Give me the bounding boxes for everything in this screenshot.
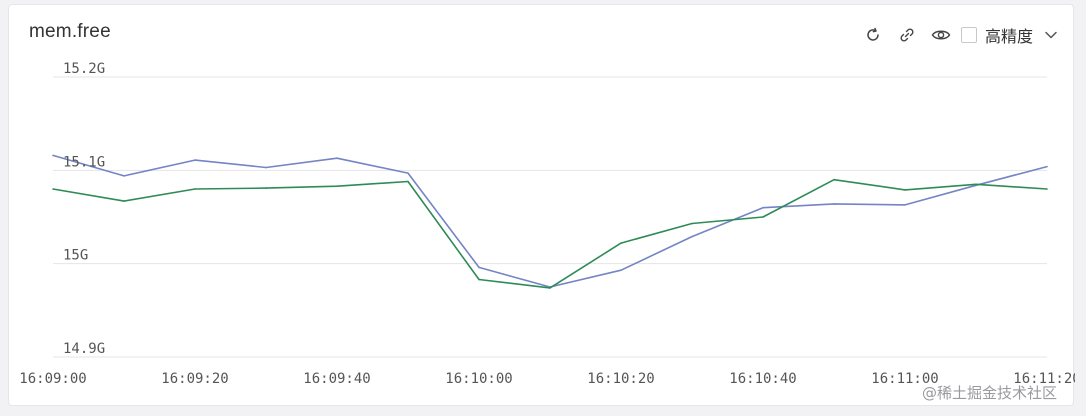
- series-1-point: [1046, 165, 1048, 168]
- x-tick-label: 16:11:20: [1013, 371, 1075, 387]
- series-2-point: [691, 222, 693, 225]
- series-line-2: [52, 178, 1048, 289]
- series-1-point: [833, 203, 835, 205]
- y-tick-label: 15G: [63, 248, 88, 264]
- y-axis-labels: 14.9G 15G 15.1G 15.2G: [63, 61, 105, 357]
- series-2-point: [52, 188, 54, 190]
- eye-icon[interactable]: [931, 25, 951, 45]
- x-tick-label: 16:10:40: [729, 371, 796, 387]
- y-tick-label: 15.1G: [63, 154, 105, 170]
- panel-title: mem.free: [29, 21, 111, 42]
- x-tick-label: 16:09:00: [19, 371, 86, 387]
- series-2-point: [904, 189, 906, 191]
- chart-panel: mem.free 高精度: [8, 4, 1075, 406]
- series-1-point: [123, 175, 125, 177]
- y-tick-label: 15.2G: [63, 61, 105, 77]
- series-2-point: [620, 242, 622, 244]
- series-line-1: [52, 154, 1048, 288]
- series-1-point: [620, 269, 622, 272]
- grid-layer: [53, 76, 1047, 358]
- series-1-point: [336, 157, 338, 159]
- series-1-point: [762, 206, 764, 209]
- series-2-point: [549, 287, 551, 289]
- series-2-point: [336, 185, 338, 187]
- y-tick-label: 14.9G: [63, 341, 105, 357]
- series-2-point: [762, 216, 764, 218]
- series-2-point: [833, 178, 835, 181]
- watermark: @稀土掘金技术社区: [921, 384, 1057, 402]
- panel-toolbar: 高精度: [863, 23, 1061, 47]
- link-icon[interactable]: [897, 25, 917, 45]
- series-2-point: [1046, 188, 1048, 190]
- series-2-point: [407, 180, 409, 183]
- series-1-point: [478, 266, 480, 269]
- chevron-down-icon[interactable]: [1041, 25, 1061, 45]
- series-layer: [52, 154, 1048, 289]
- series-2-point: [194, 188, 196, 190]
- series-1-point: [407, 172, 409, 174]
- series-1-point: [194, 159, 196, 161]
- series-2-point: [123, 200, 125, 202]
- series-1-point: [904, 204, 906, 206]
- series-1-point: [52, 154, 54, 157]
- x-tick-label: 16:09:40: [303, 371, 370, 387]
- series-2-point: [975, 183, 977, 186]
- x-tick-label: 16:10:20: [587, 371, 654, 387]
- refresh-icon[interactable]: [863, 25, 883, 45]
- x-axis-labels: 16:09:00 16:09:20 16:09:40 16:10:00 16:10:20…: [19, 371, 1075, 387]
- precision-toggle[interactable]: 高精度: [960, 23, 1061, 47]
- series-2-point: [265, 187, 267, 189]
- series-2-point: [478, 278, 480, 281]
- x-tick-label: 16:11:00: [871, 371, 938, 387]
- series-1-point: [265, 166, 267, 169]
- x-tick-label: 16:10:00: [445, 371, 512, 387]
- x-tick-label: 16:09:20: [161, 371, 228, 387]
- precision-checkbox[interactable]: [960, 27, 977, 43]
- series-1-point: [691, 235, 693, 238]
- precision-label: 高精度: [984, 27, 1033, 46]
